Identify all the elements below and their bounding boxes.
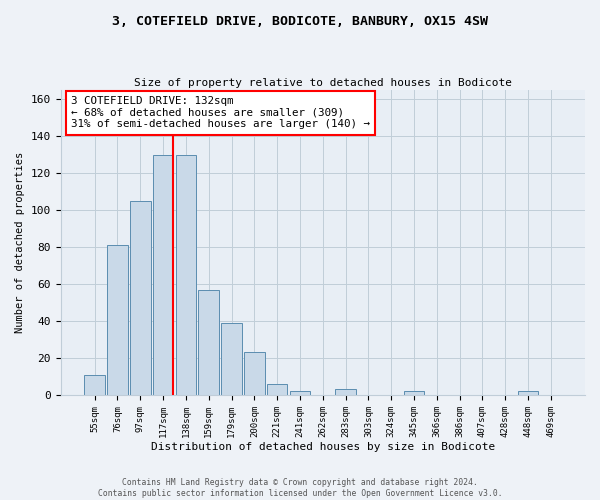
- Bar: [107, 246, 128, 395]
- Text: 3, COTEFIELD DRIVE, BODICOTE, BANBURY, OX15 4SW: 3, COTEFIELD DRIVE, BODICOTE, BANBURY, O…: [112, 15, 488, 28]
- Title: Size of property relative to detached houses in Bodicote: Size of property relative to detached ho…: [134, 78, 512, 88]
- Text: 3 COTEFIELD DRIVE: 132sqm
← 68% of detached houses are smaller (309)
31% of semi: 3 COTEFIELD DRIVE: 132sqm ← 68% of detac…: [71, 96, 370, 130]
- Bar: [290, 392, 310, 395]
- Bar: [404, 392, 424, 395]
- Bar: [130, 201, 151, 395]
- Bar: [335, 390, 356, 395]
- Bar: [176, 155, 196, 395]
- Bar: [153, 155, 173, 395]
- X-axis label: Distribution of detached houses by size in Bodicote: Distribution of detached houses by size …: [151, 442, 495, 452]
- Text: Contains HM Land Registry data © Crown copyright and database right 2024.
Contai: Contains HM Land Registry data © Crown c…: [98, 478, 502, 498]
- Bar: [518, 392, 538, 395]
- Bar: [267, 384, 287, 395]
- Bar: [199, 290, 219, 395]
- Y-axis label: Number of detached properties: Number of detached properties: [15, 152, 25, 333]
- Bar: [85, 374, 105, 395]
- Bar: [244, 352, 265, 395]
- Bar: [221, 323, 242, 395]
